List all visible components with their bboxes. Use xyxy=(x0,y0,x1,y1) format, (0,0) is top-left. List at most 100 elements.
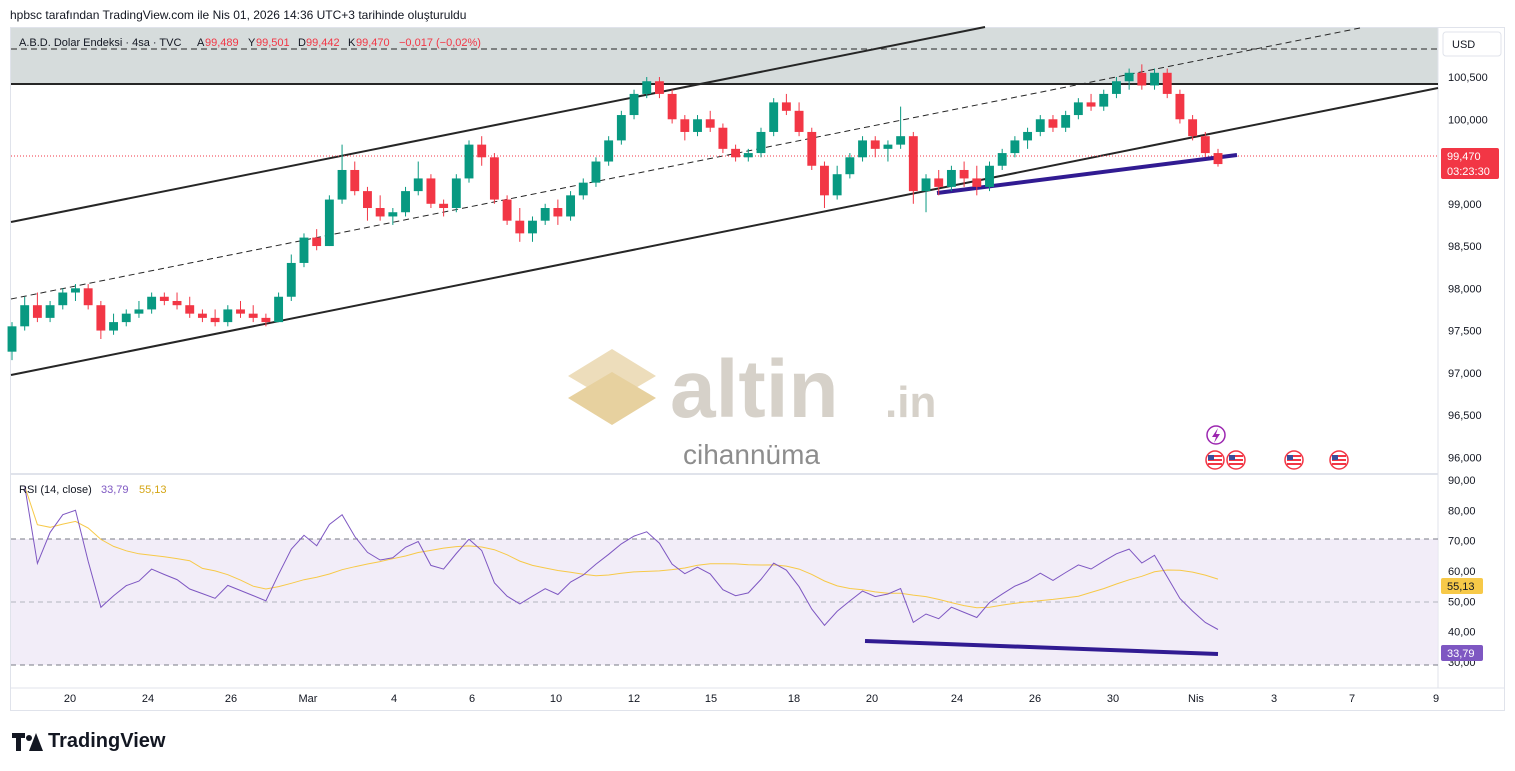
candle-body xyxy=(896,136,906,145)
watermark-logo-shape-lower xyxy=(568,372,656,425)
candle-body xyxy=(464,144,474,179)
rsi-tick-label: 90,00 xyxy=(1448,475,1476,487)
price-tick-label: 100,000 xyxy=(1448,114,1488,126)
tradingview-logo[interactable]: TradingView xyxy=(12,730,165,753)
channel-upper-line xyxy=(10,26,986,223)
candle-body xyxy=(312,237,322,247)
legend-low-label: D xyxy=(298,37,306,49)
candle-body xyxy=(718,127,728,149)
us-flag-icon[interactable] xyxy=(1284,450,1304,470)
candle-body xyxy=(439,203,449,209)
candle-body xyxy=(413,178,423,192)
candle-body xyxy=(337,169,347,200)
candle-body xyxy=(489,157,499,200)
legend-close-label: K xyxy=(348,37,356,49)
candle-body xyxy=(642,81,652,94)
candle-body xyxy=(477,144,487,158)
candle-body xyxy=(921,178,931,192)
candle-body xyxy=(1150,72,1159,86)
candle-body xyxy=(1124,72,1134,82)
time-tick-label: 30 xyxy=(1107,693,1119,705)
time-tick-label: 26 xyxy=(1029,693,1041,705)
time-tick-label: 20 xyxy=(866,693,878,705)
candle-body xyxy=(654,81,664,94)
candle-body xyxy=(540,208,550,221)
watermark: altin .in cihannüma xyxy=(568,344,936,470)
event-icons[interactable] xyxy=(1205,425,1349,470)
candle-body xyxy=(248,313,258,318)
candle-body xyxy=(185,305,195,314)
time-tick-label: 26 xyxy=(225,693,237,705)
rsi-ma-badge xyxy=(1441,578,1483,594)
price-tick-label: 100,500 xyxy=(1448,72,1488,84)
candle-body xyxy=(629,93,639,116)
currency-box[interactable] xyxy=(1442,31,1502,57)
watermark-brand: altin xyxy=(670,344,839,435)
time-tick-label: 6 xyxy=(469,693,475,705)
candle-body xyxy=(858,140,867,158)
candles-group xyxy=(7,64,1223,361)
candle-body xyxy=(705,119,715,128)
candle-body xyxy=(553,208,563,217)
watermark-logo-shape xyxy=(568,349,656,389)
time-tick-label: 12 xyxy=(628,693,640,705)
candle-body xyxy=(7,326,17,352)
time-tick-label: Mar xyxy=(299,693,318,705)
candle-body xyxy=(972,178,982,187)
candle-body xyxy=(388,212,398,217)
tradingview-logo-icon xyxy=(12,732,43,751)
rsi-ma-value: 55,13 xyxy=(139,484,167,496)
candle-body xyxy=(756,131,766,154)
candle-body xyxy=(1061,115,1071,128)
candle-body xyxy=(45,305,55,318)
candle-body xyxy=(680,119,690,132)
us-flag-icon[interactable] xyxy=(1226,450,1246,470)
candle-body xyxy=(363,191,372,209)
legend-change: −0,017 (−0,02%) xyxy=(399,37,481,49)
time-tick-label: 3 xyxy=(1271,693,1277,705)
candle-body xyxy=(781,102,791,111)
rsi-ma-line xyxy=(24,485,1219,609)
currency-label: USD xyxy=(1452,39,1475,51)
candle-body xyxy=(109,322,119,331)
legend-low-value: 99,442 xyxy=(306,37,340,49)
us-flag-icon[interactable] xyxy=(1205,450,1225,470)
candle-body xyxy=(1010,140,1020,154)
candle-body xyxy=(71,288,80,293)
chart-frame xyxy=(10,27,1505,711)
candle-body xyxy=(667,93,677,120)
candle-body xyxy=(794,110,804,132)
countdown-text: 03:23:30 xyxy=(1447,166,1490,178)
candle-body xyxy=(451,178,461,209)
time-tick-label: 24 xyxy=(142,693,154,705)
rsi-badge xyxy=(1441,645,1483,661)
candle-body xyxy=(1023,131,1033,141)
rsi-lines-group xyxy=(24,485,1219,630)
candle-body xyxy=(1137,72,1147,86)
candle-body xyxy=(1099,93,1109,107)
price-tick-label: 99,000 xyxy=(1448,199,1482,211)
price-tick-label: 97,000 xyxy=(1448,368,1482,380)
candle-body xyxy=(883,144,893,149)
rsi-ma-badge-text: 55,13 xyxy=(1447,581,1475,593)
us-flag-icon[interactable] xyxy=(1329,450,1349,470)
last-price-text: 99,470 xyxy=(1447,151,1481,163)
rsi-tick-label: 50,00 xyxy=(1448,596,1476,608)
support-trendline xyxy=(936,153,1238,195)
candle-body xyxy=(134,309,144,314)
legend-close-value: 99,470 xyxy=(356,37,390,49)
rsi-legend: RSI (14, close) 33,79 55,13 xyxy=(19,484,167,496)
candle-body xyxy=(274,296,284,323)
time-tick-label: 9 xyxy=(1433,693,1439,705)
candle-body xyxy=(83,288,93,306)
rsi-value: 33,79 xyxy=(101,484,129,496)
rsi-badge-text: 33,79 xyxy=(1447,648,1475,660)
candle-body xyxy=(236,309,245,314)
candle-body xyxy=(210,317,220,323)
candle-body xyxy=(1162,72,1172,94)
time-tick-label: 15 xyxy=(705,693,717,705)
candle-body xyxy=(1175,93,1185,120)
rsi-tick-label: 40,00 xyxy=(1448,627,1476,639)
last-price-badge xyxy=(1441,148,1499,179)
